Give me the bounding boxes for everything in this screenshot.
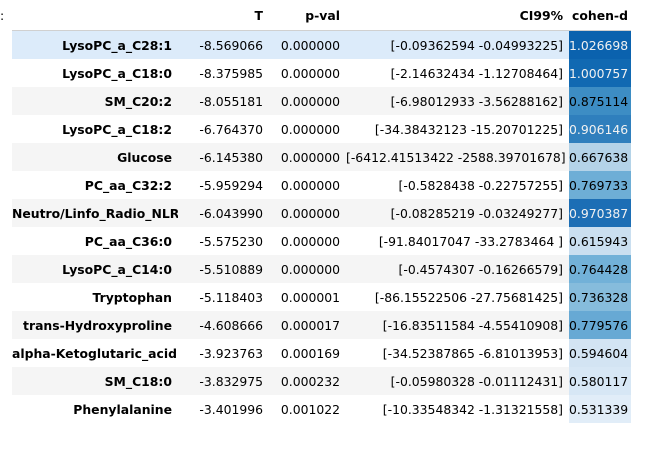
table-row: SM_C20:2 -8.055181 0.000000 [-6.98012933 -3…	[12, 87, 631, 115]
p-value-cell: 0.000000	[280, 65, 340, 81]
cohen-d-cell: 0.615943	[569, 227, 631, 255]
p-value-cell: 0.000000	[280, 121, 340, 137]
cohen-d-cell: 1.000757	[569, 59, 631, 87]
t-value-cell: -3.401996	[199, 401, 263, 417]
p-value-cell: 0.000001	[280, 289, 340, 305]
cohen-d-cell: 0.580117	[569, 367, 631, 395]
row-index-label: PC_aa_C36:0	[84, 233, 172, 249]
column-header-cohen-d: cohen-d	[569, 0, 631, 31]
cohen-d-cell: 0.906146	[569, 115, 631, 143]
column-header-ci99: CI99%	[346, 0, 569, 31]
t-value-cell: -6.145380	[199, 149, 263, 165]
t-value-cell: -3.832975	[199, 373, 263, 389]
table-row: LysoPC_a_C18:0 -8.375985 0.000000 [-2.14632…	[12, 59, 631, 87]
ci99-cell: [-0.05980328 -0.01112431]	[390, 373, 563, 389]
cohen-d-cell: 1.026698	[569, 30, 631, 59]
ci99-cell: [-6.98012933 -3.56288162]	[390, 93, 563, 109]
table-row: Glucose -6.145380 0.000000 [-6412.41513422 …	[12, 143, 631, 171]
ci99-cell: [-34.52387865 -6.81013953]	[382, 345, 563, 361]
p-value-cell: 0.001022	[280, 401, 340, 417]
column-header-p-val: p-val	[269, 0, 346, 31]
t-value-cell: -6.043990	[199, 205, 263, 221]
table-row: trans-Hydroxyproline -4.608666 0.000017 [-1…	[12, 311, 631, 339]
row-index-label: PC_aa_C32:2	[84, 177, 172, 193]
table-row: PC_aa_C36:0 -5.575230 0.000000 [-91.8401704…	[12, 227, 631, 255]
p-value-cell: 0.000000	[280, 149, 340, 165]
row-index-label: SM_C18:0	[104, 373, 172, 389]
table-body: LysoPC_a_C28:1 -8.569066 0.000000 [-0.09362…	[12, 30, 631, 423]
cohen-d-cell: 0.769733	[569, 171, 631, 199]
row-index-label: LysoPC_a_C18:2	[62, 121, 172, 137]
ci99-cell: [-0.08285219 -0.03249277]	[390, 205, 563, 221]
ci99-cell: [-91.84017047 -33.2783464 ]	[378, 233, 563, 249]
p-value-cell: 0.000169	[280, 345, 340, 361]
table-row: LysoPC_a_C18:2 -6.764370 0.000000 [-34.3843…	[12, 115, 631, 143]
p-value-cell: 0.000017	[280, 317, 340, 333]
index-header	[12, 0, 178, 31]
ci99-cell: [-16.83511584 -4.55410908]	[382, 317, 563, 333]
column-header-t: T	[178, 0, 269, 31]
row-index-label: Neutro/Linfo_Radio_NLR	[12, 205, 178, 221]
p-value-cell: 0.000000	[280, 205, 340, 221]
cohen-d-cell: 0.667638	[569, 143, 631, 171]
cohen-d-cell: 0.970387	[569, 199, 631, 227]
ci99-cell: [-2.14632434 -1.12708464]	[390, 65, 563, 81]
row-index-label: Phenylalanine	[73, 401, 172, 417]
t-value-cell: -5.575230	[199, 233, 263, 249]
t-value-cell: -4.608666	[199, 317, 263, 333]
row-index-label: Tryptophan	[92, 289, 172, 305]
row-index-label: Glucose	[117, 149, 172, 165]
table-row: PC_aa_C32:2 -5.959294 0.000000 [-0.5828438 …	[12, 171, 631, 199]
t-value-cell: -3.923763	[199, 345, 263, 361]
row-index-label: LysoPC_a_C18:0	[62, 65, 172, 81]
table-header: T p-val CI99% cohen-d	[12, 0, 631, 31]
row-index-label: SM_C20:2	[104, 93, 172, 109]
p-value-cell: 0.000000	[280, 93, 340, 109]
table-row: Tryptophan -5.118403 0.000001 [-86.15522506…	[12, 283, 631, 311]
p-value-cell: 0.000232	[280, 373, 340, 389]
t-value-cell: -8.055181	[199, 93, 263, 109]
dataframe-table: T p-val CI99% cohen-d LysoPC_a_C28:1 -8.5…	[12, 0, 631, 423]
t-value-cell: -5.959294	[199, 177, 263, 193]
cohen-d-cell: 0.594604	[569, 339, 631, 367]
cohen-d-cell: 0.736328	[569, 283, 631, 311]
table-row: LysoPC_a_C14:0 -5.510889 0.000000 [-0.45743…	[12, 255, 631, 283]
table-row: alpha-Ketoglutaric_acid -3.923763 0.000169…	[12, 339, 631, 367]
table-row: Phenylalanine -3.401996 0.001022 [-10.33548…	[12, 395, 631, 423]
cohen-d-cell: 0.875114	[569, 87, 631, 115]
table-row: LysoPC_a_C28:1 -8.569066 0.000000 [-0.09362…	[12, 30, 631, 59]
output-prompt-marker: :	[0, 8, 5, 23]
t-value-cell: -5.510889	[199, 261, 263, 277]
row-index-label: LysoPC_a_C14:0	[62, 261, 172, 277]
p-value-cell: 0.000000	[280, 177, 340, 193]
ci99-cell: [-0.5828438 -0.22757255]	[398, 177, 563, 193]
t-value-cell: -8.569066	[199, 37, 263, 53]
ci99-cell: [-6412.41513422 -2588.39701678]	[346, 149, 566, 165]
table-row: SM_C18:0 -3.832975 0.000232 [-0.05980328 -0…	[12, 367, 631, 395]
p-value-cell: 0.000000	[280, 37, 340, 53]
row-index-label: alpha-Ketoglutaric_acid	[12, 345, 177, 361]
cohen-d-cell: 0.531339	[569, 395, 631, 423]
t-value-cell: -5.118403	[199, 289, 263, 305]
p-value-cell: 0.000000	[280, 233, 340, 249]
row-index-label: trans-Hydroxyproline	[23, 317, 172, 333]
ci99-cell: [-0.09362594 -0.04993225]	[390, 37, 563, 53]
t-value-cell: -6.764370	[199, 121, 263, 137]
header-row: T p-val CI99% cohen-d	[12, 0, 631, 31]
cohen-d-cell: 0.764428	[569, 255, 631, 283]
p-value-cell: 0.000000	[280, 261, 340, 277]
ci99-cell: [-86.15522506 -27.75681425]	[374, 289, 563, 305]
ci99-cell: [-34.38432123 -15.20701225]	[374, 121, 563, 137]
cohen-d-cell: 0.779576	[569, 311, 631, 339]
table-row: Neutro/Linfo_Radio_NLR -6.043990 0.000000 […	[12, 199, 631, 227]
ci99-cell: [-10.33548342 -1.31321558]	[382, 401, 563, 417]
ci99-cell: [-0.4574307 -0.16266579]	[398, 261, 563, 277]
row-index-label: LysoPC_a_C28:1	[62, 37, 172, 53]
t-value-cell: -8.375985	[199, 65, 263, 81]
